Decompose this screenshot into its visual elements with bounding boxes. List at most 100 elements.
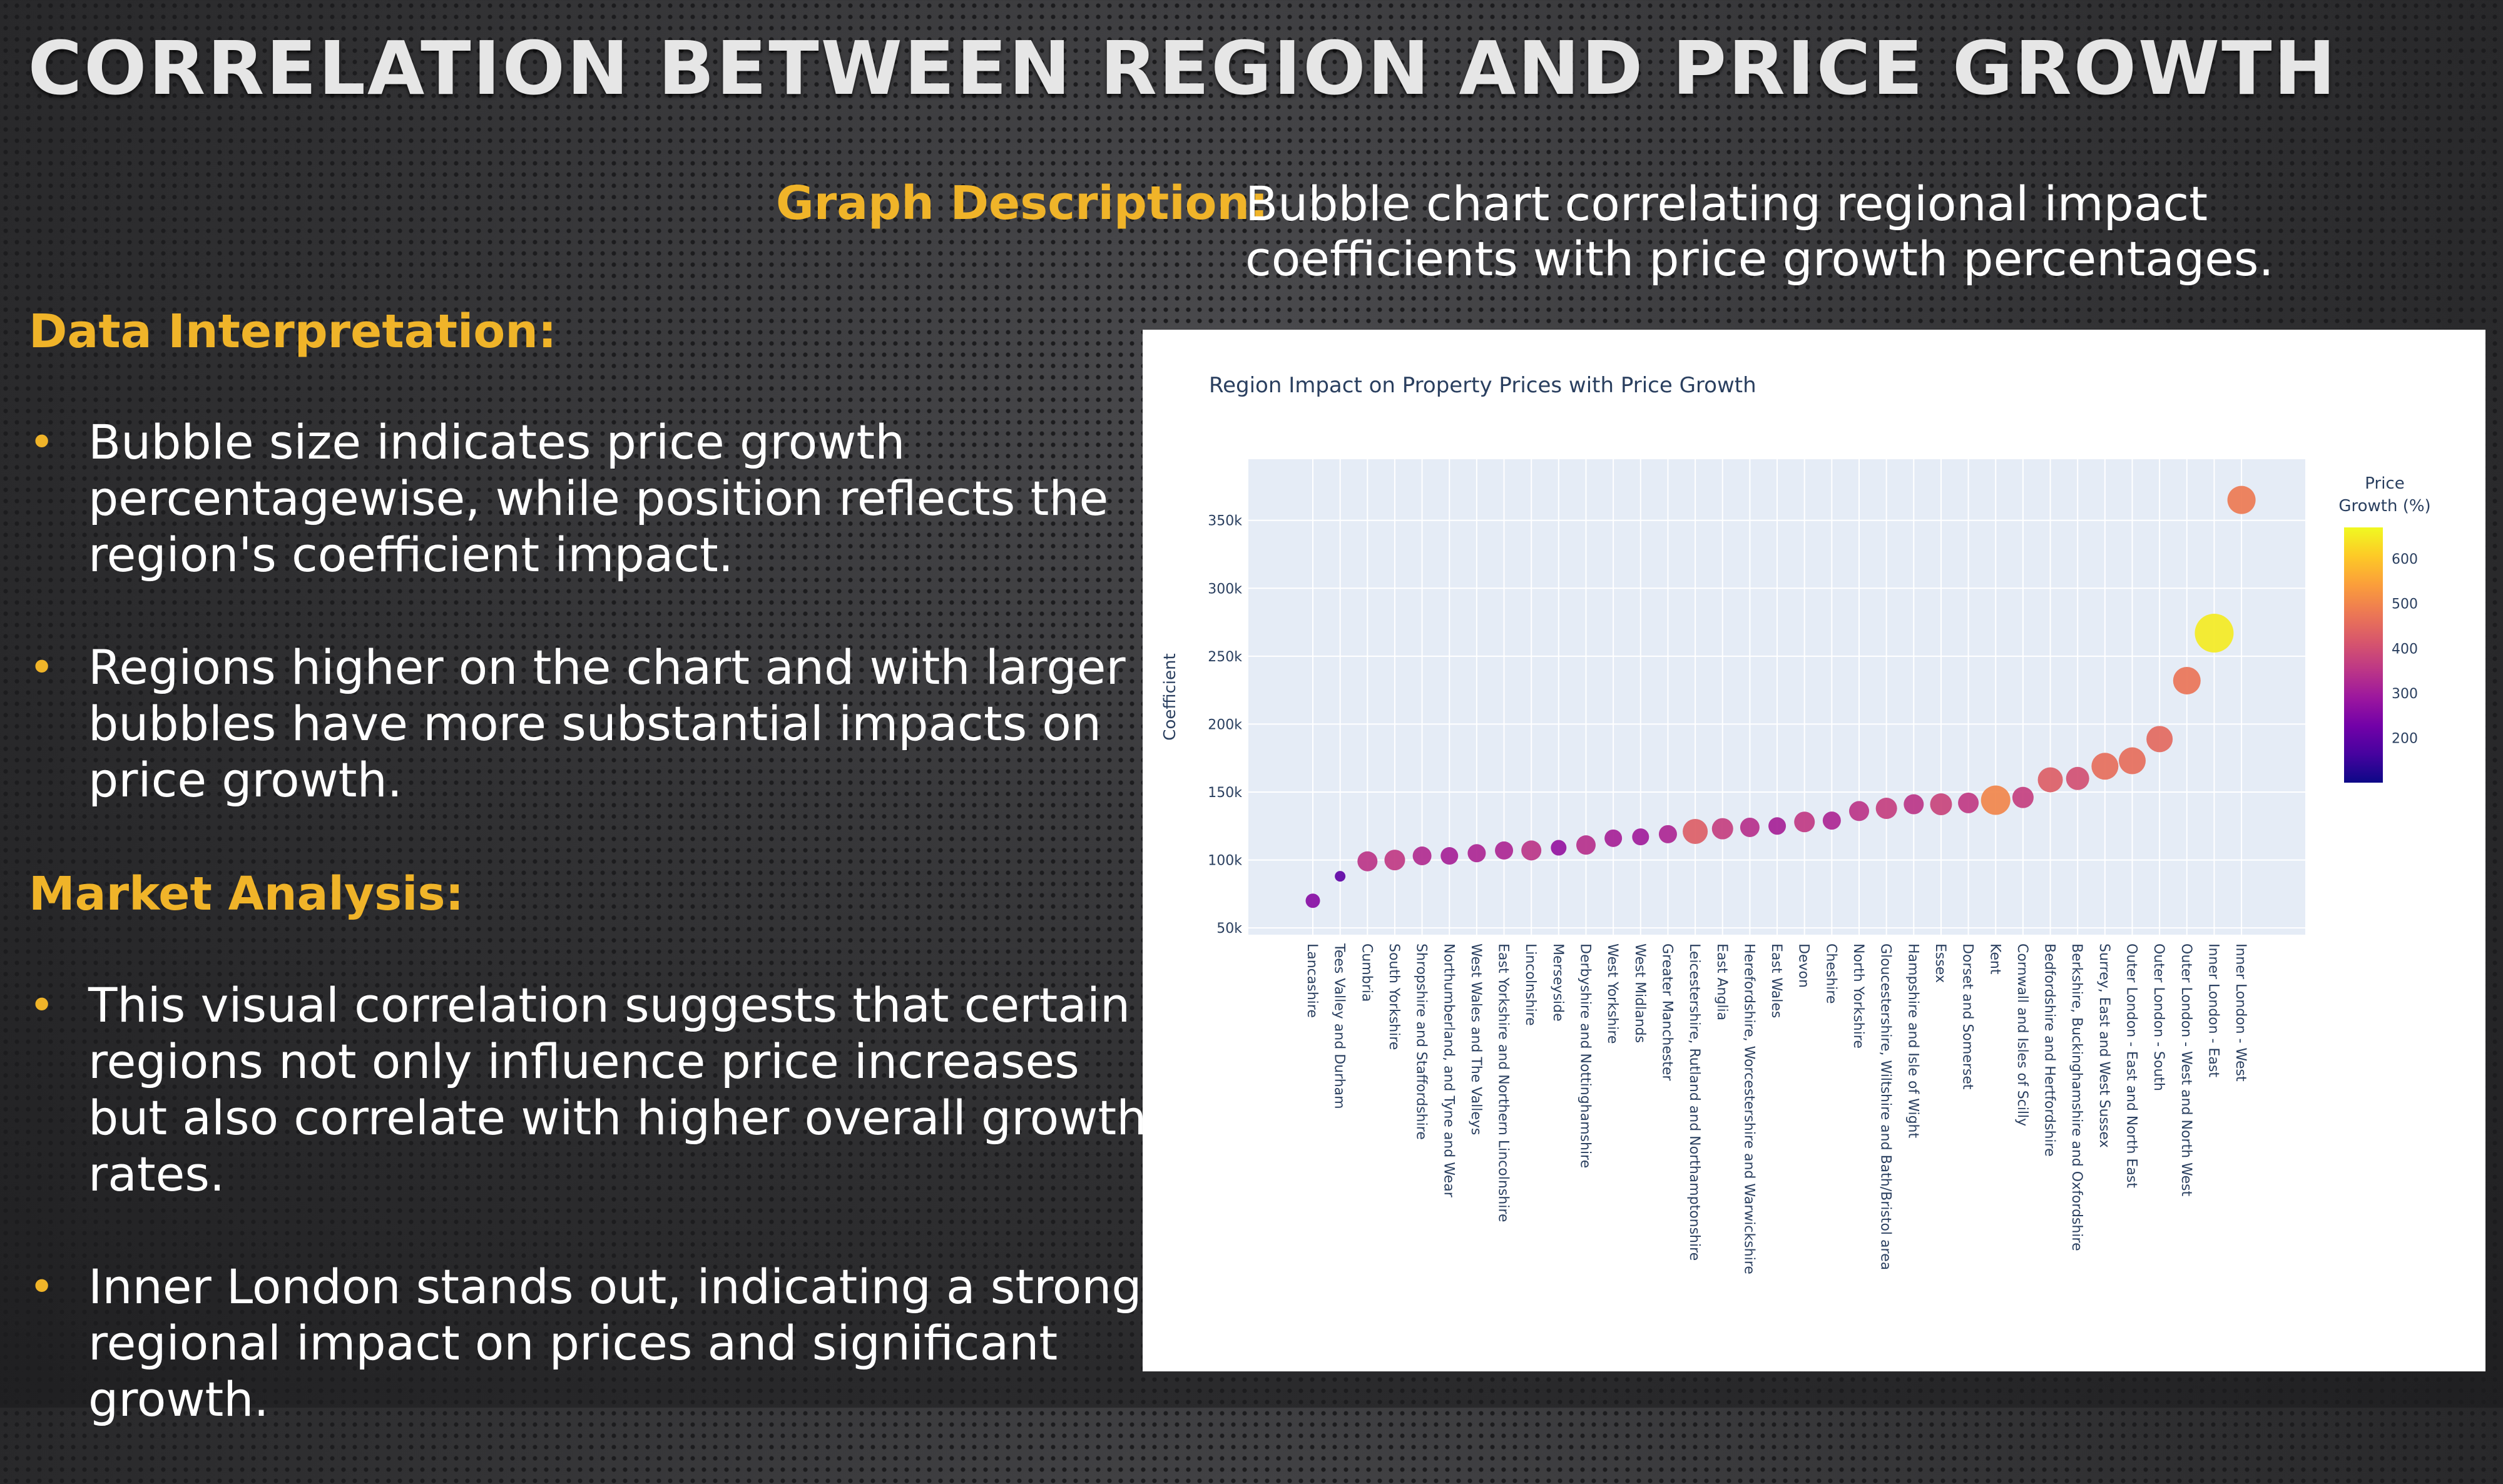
y-tick-label: 300k [1208,581,1242,597]
y-tick-label: 100k [1208,853,1242,869]
bubble-point [1904,794,1924,815]
bubble-point [1980,785,2011,815]
bubble-point [1683,818,1708,844]
bubble-point [1576,835,1596,855]
y-tick-label: 350k [1208,514,1242,529]
bullet-dot-icon: • [29,980,55,1031]
bubble-point [2037,767,2063,793]
x-tick-label: Cumbria [1359,943,1374,1002]
data-interpretation-list: • Bubble size indicates price growth perc… [29,414,1149,865]
x-tick-label: East Yorkshire and Northern Lincolnshire [1496,943,1511,1222]
bubble-point [2066,766,2089,790]
x-tick-label: Lancashire [1304,943,1320,1018]
x-tick-label: North Yorkshire [1850,943,1866,1049]
x-tick-label: Outer London - South [2151,943,2166,1091]
x-tick-label: Outer London - West and North West [2178,943,2194,1196]
bubble-point [1551,840,1567,856]
bubble-point [1521,840,1542,861]
x-tick-label: Herefordshire, Worcestershire and Warwic… [1741,943,1756,1274]
x-tick-label: West Midlands [1632,943,1648,1043]
bullet-item: • This visual correlation suggests that c… [29,977,1149,1202]
bubble-point [1875,798,1897,820]
x-tick-label: Cornwall and Isles of Scilly [2014,943,2030,1126]
bubble-point [1412,846,1432,866]
bullet-item: • Bubble size indicates price growth perc… [29,414,1149,583]
x-tick-label: Northumberland, and Tyne and Wear [1440,943,1456,1198]
x-tick-label: Outer London - East and North East [2124,943,2139,1188]
x-tick-label: Shropshire and Staffordshire [1414,943,1429,1140]
x-tick-label: West Wales and The Valleys [1468,943,1484,1135]
graph-description-text: Bubble chart correlating regional impact… [1245,176,2274,287]
x-tick-label: Derbyshire and Nottinghamshire [1578,943,1593,1168]
x-tick-label: Hampshire and Isle of Wight [1905,943,1920,1138]
x-tick-label: Lincolnshire [1522,943,1538,1026]
colorbar-tick-label: 400 [2392,641,2418,657]
y-axis-label: Coefficient [1161,653,1180,740]
bullet-dot-icon: • [29,417,55,468]
colorbar-tick-label: 300 [2392,686,2418,702]
x-tick-label: Inner London - West [2233,943,2248,1082]
x-tick-label: Essex [1932,943,1948,983]
colorbar-tick-label: 500 [2392,597,2418,612]
colorbar [2344,527,2383,783]
bubble-point [1849,801,1869,821]
market-analysis-heading: Market Analysis: [29,867,464,921]
bullet-dot-icon: • [29,642,55,693]
x-tick-label: Dorset and Somerset [1960,943,1975,1090]
colorbar-tick-label: 200 [2392,731,2418,746]
x-tick-label: Surrey, East and West Sussex [2096,943,2112,1148]
bullet-dot-icon: • [29,1261,55,1313]
bubble-point [2091,753,2119,780]
bullet-text: Regions higher on the chart and with lar… [88,639,1126,808]
colorbar-title: Growth (%) [2338,497,2430,516]
y-tick-label: 250k [1208,649,1242,665]
bubble-chart: 50k 100k 150k 200k 250k 300k 350k Lancashire Tee… [1161,373,2431,1274]
bubble-point [2227,485,2256,514]
bubble-point [2173,666,2201,694]
bubble-point [1658,825,1677,843]
x-tick-label: East Wales [1768,943,1784,1018]
bubble-point [1604,829,1623,847]
y-tick-label: 150k [1208,785,1242,801]
bullet-text: Inner London stands out, indicating a st… [88,1259,1142,1427]
bubble-point [1495,841,1514,860]
x-tick-label: East Anglia [1714,943,1730,1020]
x-tick-label: Berkshire, Buckinghamshire and Oxfordshi… [2069,943,2084,1251]
colorbar-title: Price [2365,474,2404,493]
bubble-point [2195,613,2234,653]
bubble-point [1440,847,1459,865]
y-tick-label: 200k [1208,717,1242,733]
bubble-point [1794,811,1815,833]
bubble-point [2012,786,2034,808]
x-tick-label: Gloucestershire, Wiltshire and Bath/Bris… [1878,943,1894,1270]
x-tick-label: Leicestershire, Rutland and Northamptons… [1686,943,1702,1261]
bullet-text: Bubble size indicates price growth perce… [88,414,1109,582]
bubble-point [1384,850,1405,871]
bullet-item: • Regions higher on the chart and with la… [29,639,1149,808]
x-tick-label: West Yorkshire [1604,943,1620,1044]
bubble-point [1768,817,1787,835]
bubble-point [1632,828,1649,846]
bubble-chart-panel: 50k 100k 150k 200k 250k 300k 350k Lancashire Tee… [1143,330,2485,1371]
data-interpretation-heading: Data Interpretation: [29,305,557,358]
bubble-point [1711,818,1733,840]
bubble-point [2146,726,2173,753]
slide-title: CORRELATION BETWEEN REGION AND PRICE GRO… [28,25,2338,111]
graph-description-label: Graph Description: [776,176,1268,230]
bubble-point [1467,844,1486,863]
market-analysis-list: • This visual correlation suggests that c… [29,977,1149,1484]
x-tick-label: Greater Manchester [1659,943,1675,1081]
x-tick-label: Merseyside [1550,943,1566,1022]
colorbar-tick-label: 600 [2392,552,2418,567]
bubble-point [1822,811,1841,830]
bullet-item: • Inner London stands out, indicating a s… [29,1259,1149,1428]
x-tick-label: Tees Valley and Durham [1332,943,1347,1109]
bubble-point [1357,851,1378,872]
bullet-text: This visual correlation suggests that ce… [88,977,1147,1202]
bubble-point [1335,871,1346,882]
bubble-point [1930,793,1952,816]
chart-title: Region Impact on Property Prices with Pr… [1209,373,1756,398]
bubble-point [2119,747,2146,775]
bubble-point [1305,893,1320,908]
x-tick-label: Inner London - East [2205,943,2221,1077]
